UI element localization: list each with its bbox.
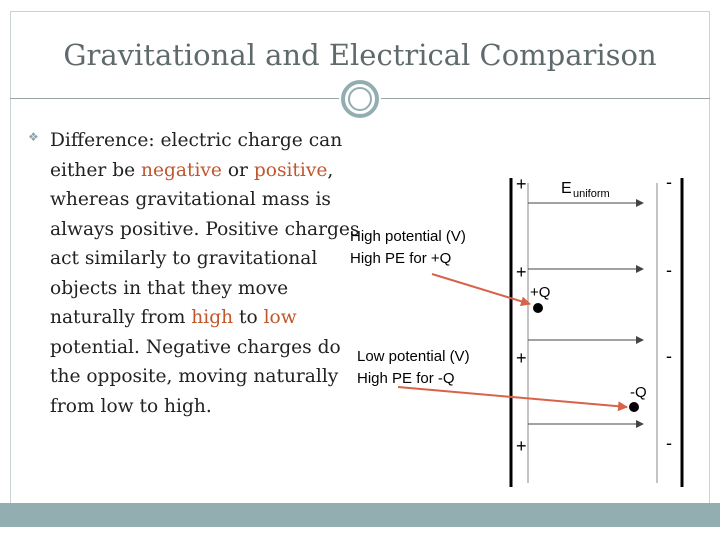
field-label: E — [561, 180, 572, 197]
footer-bar-base — [0, 527, 720, 540]
negative-charge-label: -Q — [630, 384, 647, 401]
plus-sign: + — [516, 262, 527, 282]
positive-charge-label: +Q — [530, 284, 550, 301]
plus-sign: + — [516, 436, 527, 456]
footer-bar — [0, 503, 720, 527]
plus-sign: + — [516, 174, 527, 194]
minus-sign: - — [666, 172, 672, 192]
body-outro: potential. Negative charges do the oppos… — [50, 336, 341, 417]
positive-charge-dot — [533, 303, 543, 313]
low-potential-label: Low potential (V) — [357, 348, 470, 365]
high-pe-pos-label: High PE for +Q — [350, 250, 452, 267]
low-potential-pointer-arrow — [397, 386, 628, 412]
word-positive: positive — [253, 159, 328, 181]
word-negative: negative — [141, 159, 222, 181]
body-intro: Difference: electric charge can either b… — [50, 130, 343, 181]
title-divider-left — [10, 98, 339, 99]
body-paragraph: Difference: electric charge can either b… — [50, 126, 370, 421]
high-pe-neg-label: High PE for -Q — [357, 370, 455, 387]
title-divider-right — [381, 98, 710, 99]
minus-sign: - — [666, 433, 672, 453]
plus-sign: + — [516, 348, 527, 368]
high-potential-pointer-arrow — [431, 273, 531, 307]
word-high: high — [191, 307, 234, 328]
minus-sign: - — [666, 346, 672, 366]
body-mid2: , whereas gravitational mass is always p… — [50, 159, 360, 329]
high-potential-label: High potential (V) — [350, 228, 466, 245]
negative-charge-dot — [629, 402, 639, 412]
field-label-subscript: uniform — [573, 188, 610, 200]
body-mid3: to — [233, 307, 264, 328]
word-low: low — [263, 307, 297, 328]
bullet-icon: ❖ — [28, 130, 39, 144]
body-mid1: or — [221, 159, 254, 181]
slide-title: Gravitational and Electrical Comparison — [63, 38, 657, 72]
title-ring-ornament — [341, 80, 379, 118]
minus-sign: - — [666, 260, 672, 280]
